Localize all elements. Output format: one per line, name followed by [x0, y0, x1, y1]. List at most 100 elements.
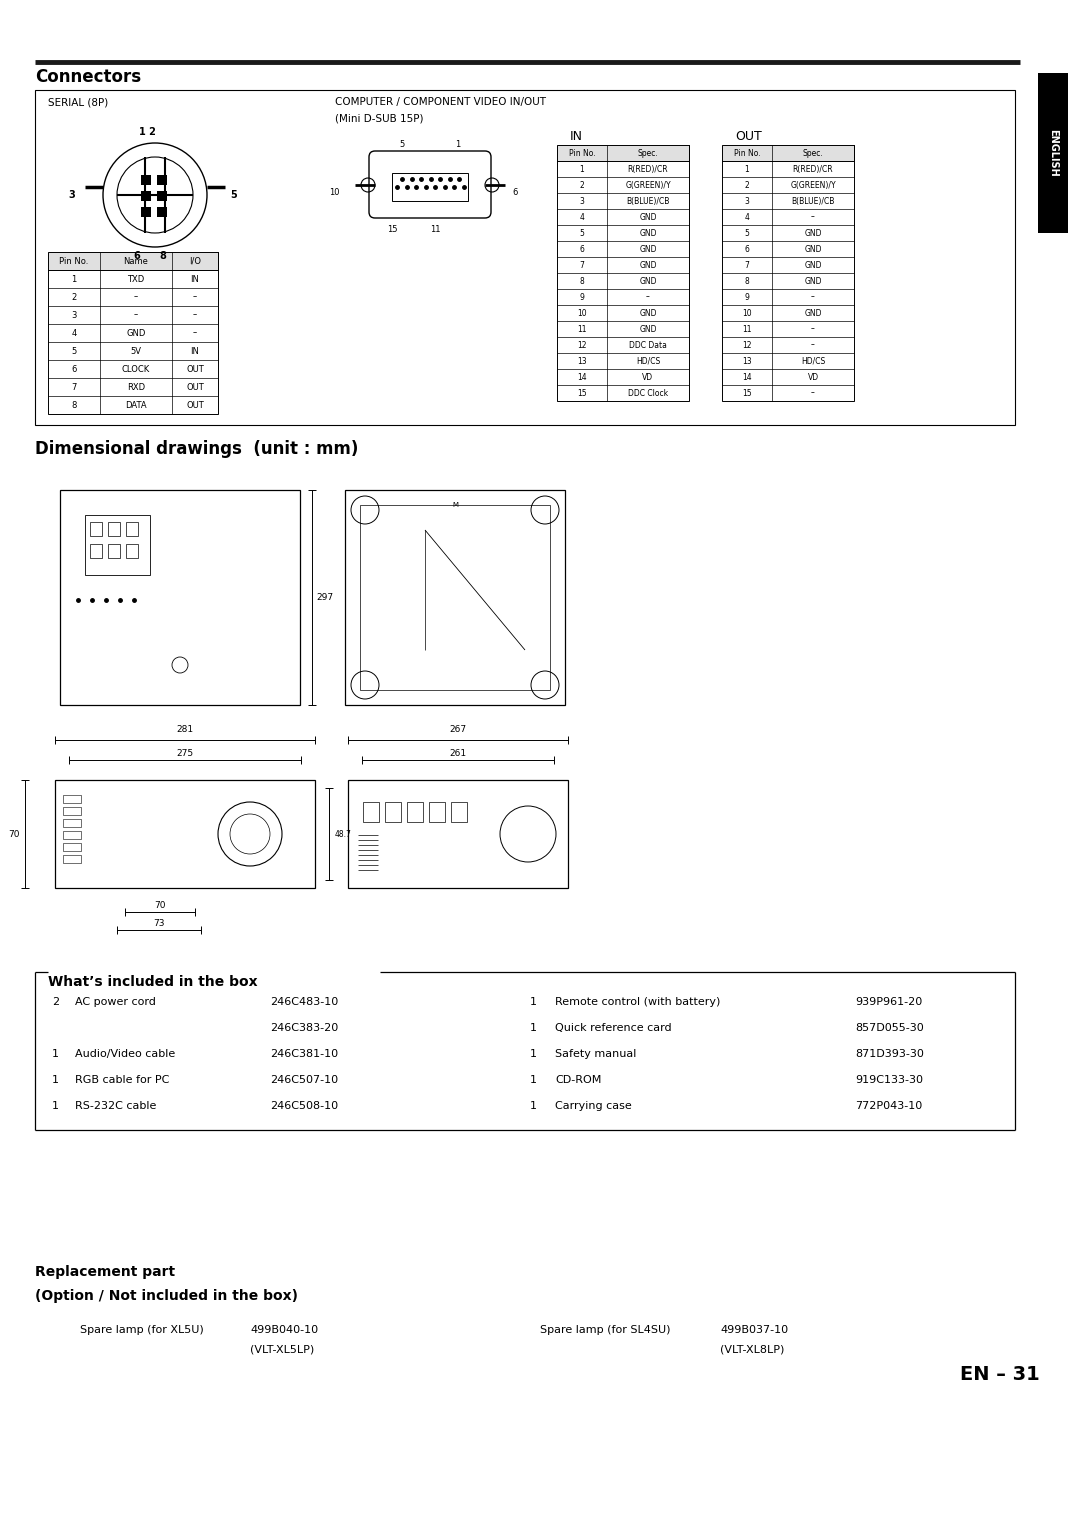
Text: GND: GND	[639, 229, 657, 237]
Text: 15: 15	[742, 388, 752, 397]
Text: 919C133-30: 919C133-30	[855, 1076, 923, 1085]
Bar	[723, 145, 854, 400]
Text: 12: 12	[577, 341, 586, 350]
Text: DDC Data: DDC Data	[629, 341, 667, 350]
Text: 70: 70	[154, 902, 165, 911]
Text: Dimensional drawings  (unit : mm): Dimensional drawings (unit : mm)	[35, 440, 359, 458]
Text: 6: 6	[744, 244, 750, 254]
Text: 871D393-30: 871D393-30	[855, 1050, 923, 1059]
Text: IN: IN	[570, 130, 583, 144]
Bar	[723, 145, 854, 160]
Text: VD: VD	[643, 373, 653, 382]
Text: 4: 4	[71, 329, 77, 338]
Text: Spec.: Spec.	[802, 148, 823, 157]
Text: 5V: 5V	[131, 347, 141, 356]
Text: What’s included in the box: What’s included in the box	[48, 975, 258, 989]
Text: SERIAL (8P): SERIAL (8P)	[48, 96, 108, 107]
Text: IN: IN	[190, 347, 200, 356]
Text: 246C383-20: 246C383-20	[270, 1024, 338, 1033]
Text: M: M	[453, 503, 458, 507]
Text: 246C508-10: 246C508-10	[270, 1102, 338, 1111]
Bar	[90, 523, 102, 536]
Text: 1: 1	[52, 1076, 59, 1085]
Text: –: –	[193, 329, 198, 338]
Text: 2: 2	[52, 996, 59, 1007]
Text: 2: 2	[71, 292, 77, 301]
Bar	[384, 802, 401, 822]
Bar	[557, 145, 689, 160]
Text: 297: 297	[316, 593, 333, 602]
Bar	[1038, 73, 1068, 232]
Text: 772P043-10: 772P043-10	[855, 1102, 922, 1111]
Text: –: –	[811, 292, 815, 301]
Text: 246C507-10: 246C507-10	[270, 1076, 338, 1085]
Text: 5: 5	[744, 229, 750, 237]
Text: 1: 1	[580, 165, 584, 174]
Text: 857D055-30: 857D055-30	[855, 1024, 923, 1033]
Text: 11: 11	[430, 225, 441, 234]
Text: 8: 8	[744, 277, 750, 286]
Text: TXD: TXD	[127, 275, 145, 284]
Text: R(RED)/CR: R(RED)/CR	[627, 165, 669, 174]
Bar	[157, 176, 167, 185]
Text: Remote control (with battery): Remote control (with battery)	[555, 996, 720, 1007]
Text: 261: 261	[449, 749, 467, 758]
Text: Connectors: Connectors	[35, 69, 141, 86]
Bar	[557, 145, 689, 400]
Text: 11: 11	[742, 324, 752, 333]
Text: 1: 1	[530, 996, 537, 1007]
Text: 13: 13	[577, 356, 586, 365]
Text: Carrying case: Carrying case	[555, 1102, 632, 1111]
Bar	[63, 795, 81, 804]
Text: 1: 1	[52, 1050, 59, 1059]
Text: Replacement part: Replacement part	[35, 1265, 175, 1279]
Text: RS-232C cable: RS-232C cable	[75, 1102, 157, 1111]
Text: 7: 7	[71, 382, 77, 391]
Text: 8: 8	[160, 251, 166, 261]
Text: GND: GND	[639, 244, 657, 254]
Text: B(BLUE)/CB: B(BLUE)/CB	[792, 197, 835, 205]
Text: 14: 14	[742, 373, 752, 382]
Text: 6: 6	[71, 365, 77, 373]
Text: GND: GND	[805, 229, 822, 237]
Text: 70: 70	[9, 830, 21, 839]
Text: 275: 275	[176, 749, 193, 758]
Bar	[55, 779, 315, 888]
Text: 267: 267	[449, 724, 467, 733]
Text: 499B040-10: 499B040-10	[249, 1325, 319, 1335]
Text: 4: 4	[580, 212, 584, 222]
Text: (Mini D-SUB 15P): (Mini D-SUB 15P)	[335, 113, 423, 122]
Text: Audio/Video cable: Audio/Video cable	[75, 1050, 175, 1059]
Text: 3: 3	[71, 310, 77, 319]
Text: RXD: RXD	[127, 382, 145, 391]
Bar	[63, 843, 81, 851]
Text: 15: 15	[577, 388, 586, 397]
Bar	[429, 802, 445, 822]
Text: 5: 5	[580, 229, 584, 237]
Bar	[108, 544, 120, 558]
Text: Safety manual: Safety manual	[555, 1050, 636, 1059]
Text: 1: 1	[530, 1102, 537, 1111]
Text: 9: 9	[580, 292, 584, 301]
Text: 499B037-10: 499B037-10	[720, 1325, 788, 1335]
Text: 5: 5	[71, 347, 77, 356]
Text: GND: GND	[805, 309, 822, 318]
Text: HD/CS: HD/CS	[801, 356, 825, 365]
Text: EN – 31: EN – 31	[960, 1365, 1040, 1384]
Text: Pin No.: Pin No.	[59, 257, 89, 266]
Text: I/O: I/O	[189, 257, 201, 266]
Bar	[48, 252, 218, 270]
Text: DDC Clock: DDC Clock	[627, 388, 669, 397]
Text: 15: 15	[387, 225, 397, 234]
Text: 7: 7	[744, 260, 750, 269]
Text: –: –	[811, 212, 815, 222]
Text: 11: 11	[577, 324, 586, 333]
Bar	[48, 252, 218, 270]
Bar	[126, 544, 138, 558]
Bar	[345, 490, 565, 704]
Bar	[63, 856, 81, 863]
Bar	[348, 779, 568, 888]
Text: 13: 13	[742, 356, 752, 365]
Text: 14: 14	[577, 373, 586, 382]
Bar	[392, 173, 468, 202]
